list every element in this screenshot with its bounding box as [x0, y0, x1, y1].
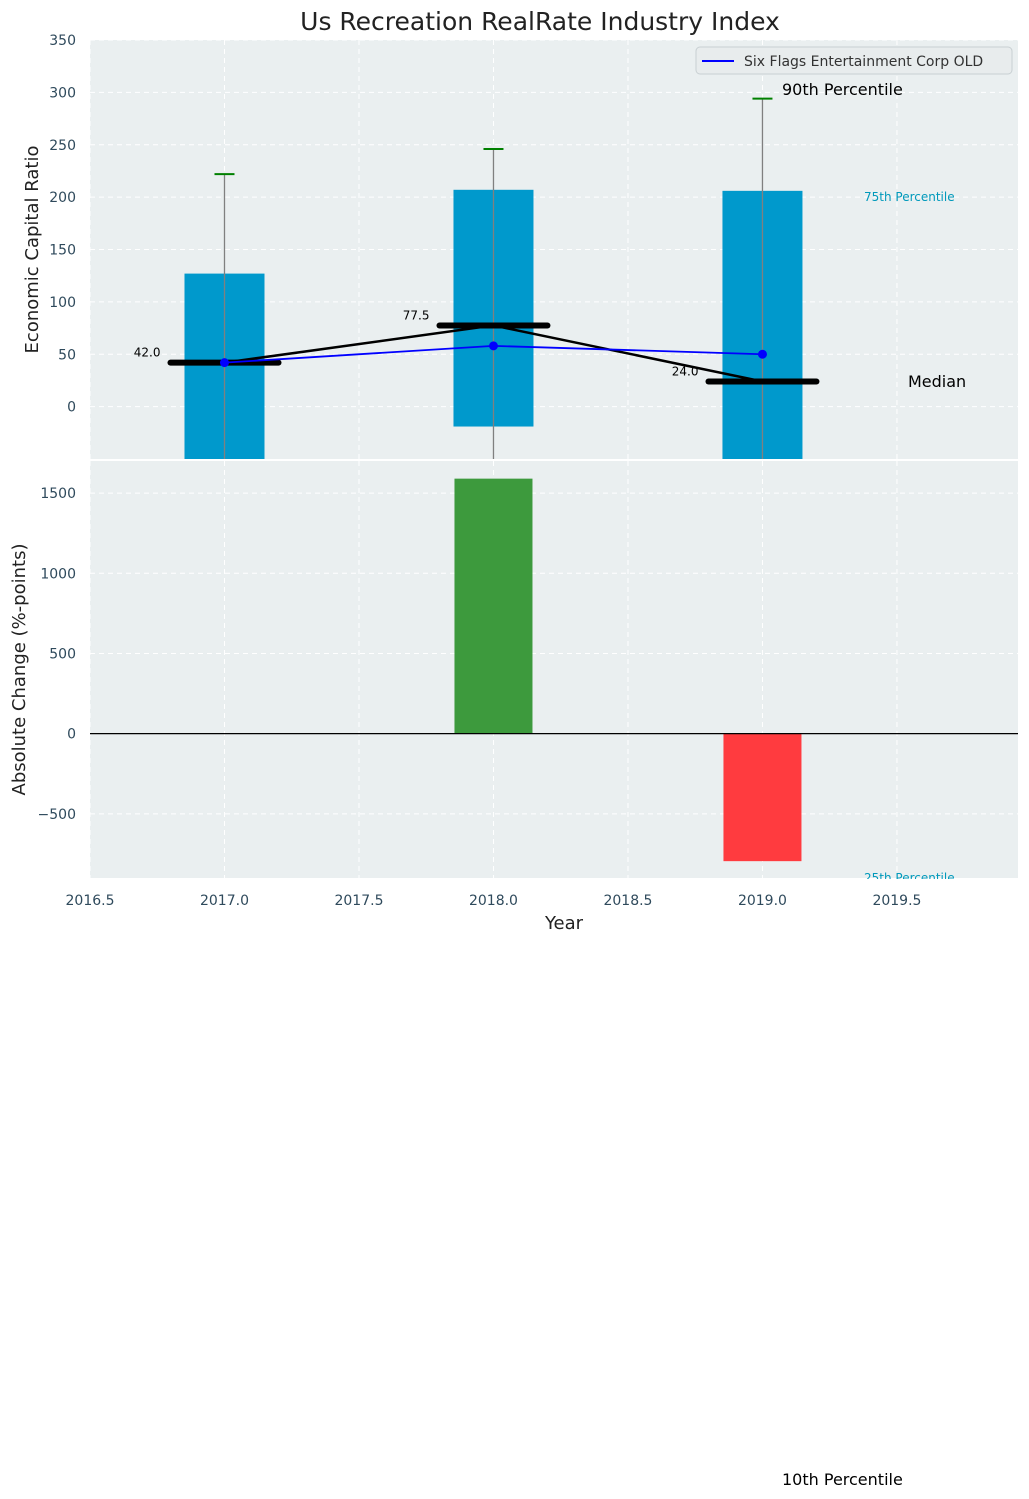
- bottom-y-tick-label: 500: [49, 646, 76, 662]
- median-annotation: Median: [908, 372, 966, 391]
- bottom-y-tick-label: −500: [38, 807, 76, 823]
- company-series-point: [219, 358, 229, 368]
- company-series-point: [757, 349, 767, 359]
- x-tick-label: 2018.5: [603, 893, 652, 909]
- top-y-tick-label: 100: [49, 295, 76, 311]
- top-y-tick-label: 200: [49, 190, 76, 206]
- bottom-y-axis-label: Absolute Change (%-points): [9, 544, 30, 796]
- top-y-tick-label: 350: [49, 33, 76, 49]
- x-tick-label: 2019.0: [738, 893, 787, 909]
- p10-annotation: 10th Percentile: [782, 1470, 903, 1489]
- bottom-y-tick-label: 1500: [40, 486, 76, 502]
- legend: Six Flags Entertainment Corp OLD: [695, 46, 1013, 75]
- company-series-point: [488, 341, 498, 351]
- top-y-tick-label: 50: [58, 347, 76, 363]
- top-y-tick-label: 150: [49, 243, 76, 259]
- change-bar: [454, 478, 533, 734]
- x-tick-label: 2018.0: [469, 893, 518, 909]
- x-tick-label: 2017.0: [200, 893, 249, 909]
- x-tick-label: 2016.5: [66, 893, 115, 909]
- median-value-label: 77.5: [403, 308, 430, 322]
- x-axis-label: Year: [544, 913, 584, 934]
- top-y-tick-label: 300: [49, 85, 76, 101]
- p75-annotation: 75th Percentile: [864, 190, 955, 204]
- p25-clip-mask: [840, 879, 980, 891]
- change-bar: [723, 733, 802, 862]
- top-y-axis-label: Economic Capital Ratio: [22, 146, 43, 354]
- top-y-tick-label: 0: [67, 400, 76, 416]
- bottom-panel: 2016.5 2017.0 2017.5 2018.0 2018.5 2019.0 2019…: [9, 461, 1018, 934]
- top-y-tick-label: 250: [49, 138, 76, 154]
- bottom-y-tick-label: 1000: [40, 566, 76, 582]
- x-tick-label: 2017.5: [334, 893, 383, 909]
- bottom-y-tick-label: 0: [67, 727, 76, 743]
- median-value-label: 24.0: [672, 364, 699, 378]
- p90-annotation: 90th Percentile: [782, 80, 903, 99]
- median-value-label: 42.0: [134, 346, 161, 360]
- legend-entry-label: Six Flags Entertainment Corp OLD: [744, 54, 983, 70]
- legend-box: [695, 46, 1013, 75]
- x-tick-label: 2019.5: [872, 893, 921, 909]
- top-panel: 0 50 100 150 200 250 300 350 Economic Capital Ra…: [22, 33, 1018, 459]
- bottom-panel-background: [90, 461, 1018, 878]
- chart-title: Us Recreation RealRate Industry Index: [300, 7, 780, 36]
